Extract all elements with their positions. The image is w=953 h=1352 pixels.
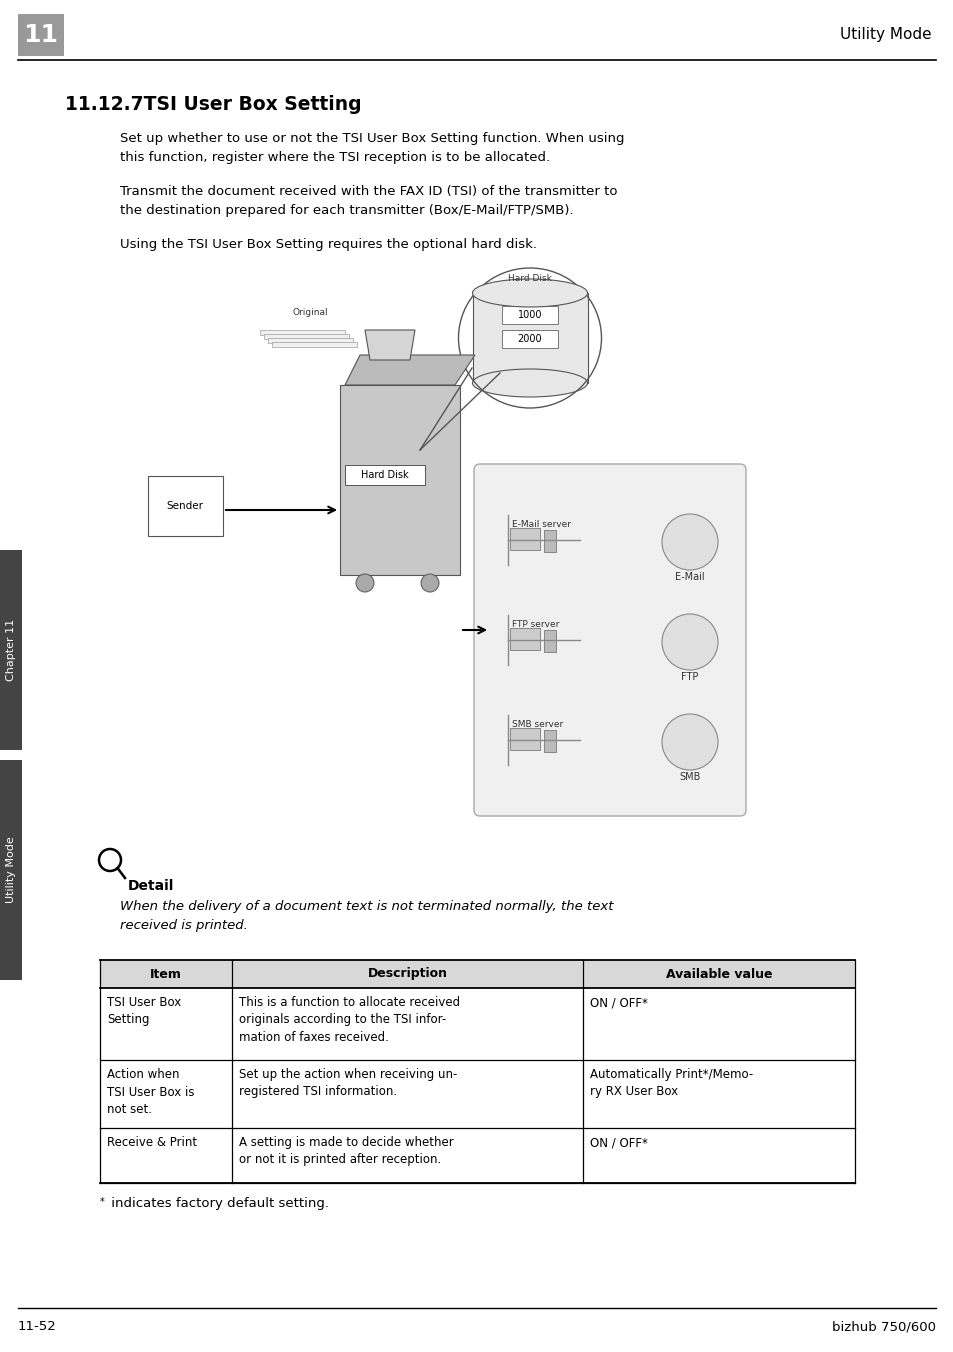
FancyBboxPatch shape [100, 1128, 854, 1183]
Text: bizhub 750/600: bizhub 750/600 [831, 1320, 935, 1333]
Text: 1000: 1000 [517, 310, 541, 320]
FancyBboxPatch shape [148, 476, 223, 535]
Text: SMB server: SMB server [512, 721, 562, 729]
Text: received is printed.: received is printed. [120, 919, 248, 932]
Text: A setting is made to decide whether
or not it is printed after reception.: A setting is made to decide whether or n… [239, 1136, 454, 1167]
Text: 11.12.7TSI User Box Setting: 11.12.7TSI User Box Setting [65, 95, 361, 114]
Circle shape [661, 514, 718, 571]
FancyBboxPatch shape [510, 727, 539, 750]
Text: the destination prepared for each transmitter (Box/E-Mail/FTP/SMB).: the destination prepared for each transm… [120, 204, 573, 218]
FancyBboxPatch shape [100, 1060, 854, 1128]
Text: SMB: SMB [679, 772, 700, 781]
FancyBboxPatch shape [473, 293, 587, 383]
Text: Original: Original [292, 308, 328, 316]
Text: When the delivery of a document text is not terminated normally, the text: When the delivery of a document text is … [120, 900, 613, 913]
FancyBboxPatch shape [264, 334, 349, 339]
Text: Set up whether to use or not the TSI User Box Setting function. When using: Set up whether to use or not the TSI Use… [120, 132, 624, 145]
FancyBboxPatch shape [0, 550, 22, 750]
Text: Using the TSI User Box Setting requires the optional hard disk.: Using the TSI User Box Setting requires … [120, 238, 537, 251]
Circle shape [661, 614, 718, 671]
Text: Set up the action when receiving un-
registered TSI information.: Set up the action when receiving un- reg… [239, 1068, 457, 1098]
Text: E-Mail: E-Mail [675, 572, 704, 581]
Text: Chapter 11: Chapter 11 [6, 619, 16, 681]
FancyBboxPatch shape [543, 530, 556, 552]
Text: Receive & Print: Receive & Print [107, 1136, 197, 1149]
FancyBboxPatch shape [100, 960, 854, 988]
FancyBboxPatch shape [501, 330, 558, 347]
Ellipse shape [472, 369, 587, 397]
Text: Utility Mode: Utility Mode [6, 837, 16, 903]
Text: Action when
TSI User Box is
not set.: Action when TSI User Box is not set. [107, 1068, 194, 1115]
Text: E-Mail server: E-Mail server [512, 521, 571, 529]
Text: 2000: 2000 [517, 334, 541, 343]
FancyBboxPatch shape [260, 330, 345, 335]
FancyBboxPatch shape [543, 730, 556, 752]
Text: Sender: Sender [167, 502, 203, 511]
Text: Automatically Print*/Memo-
ry RX User Box: Automatically Print*/Memo- ry RX User Bo… [590, 1068, 753, 1098]
FancyBboxPatch shape [501, 306, 558, 324]
Text: Item: Item [150, 968, 182, 980]
Text: this function, register where the TSI reception is to be allocated.: this function, register where the TSI re… [120, 151, 550, 164]
Text: TSI User Box
Setting: TSI User Box Setting [107, 996, 181, 1026]
FancyBboxPatch shape [510, 627, 539, 650]
Text: 11: 11 [24, 23, 58, 47]
FancyBboxPatch shape [474, 464, 745, 817]
Text: ON / OFF*: ON / OFF* [590, 1136, 647, 1149]
FancyBboxPatch shape [18, 14, 64, 55]
Text: Available value: Available value [665, 968, 772, 980]
FancyBboxPatch shape [100, 988, 854, 1060]
Polygon shape [345, 356, 475, 385]
Circle shape [420, 575, 438, 592]
Text: Description: Description [367, 968, 447, 980]
Text: 11-52: 11-52 [18, 1320, 56, 1333]
Ellipse shape [472, 279, 587, 307]
Text: Utility Mode: Utility Mode [840, 27, 931, 42]
Text: indicates factory default setting.: indicates factory default setting. [107, 1197, 329, 1210]
Text: Transmit the document received with the FAX ID (TSI) of the transmitter to: Transmit the document received with the … [120, 185, 617, 197]
Text: ON / OFF*: ON / OFF* [590, 996, 647, 1009]
FancyBboxPatch shape [272, 342, 356, 347]
FancyBboxPatch shape [345, 465, 424, 485]
Polygon shape [365, 330, 415, 360]
Text: Detail: Detail [128, 879, 174, 894]
Text: Hard Disk: Hard Disk [361, 470, 409, 480]
Text: Hard Disk: Hard Disk [508, 274, 552, 283]
Text: FTP server: FTP server [512, 621, 558, 629]
FancyBboxPatch shape [339, 385, 459, 575]
FancyBboxPatch shape [543, 630, 556, 652]
Text: This is a function to allocate received
originals according to the TSI infor-
ma: This is a function to allocate received … [239, 996, 459, 1044]
FancyBboxPatch shape [0, 760, 22, 980]
Text: *: * [100, 1197, 105, 1207]
Text: FTP: FTP [680, 672, 698, 681]
FancyBboxPatch shape [268, 338, 353, 343]
FancyBboxPatch shape [510, 529, 539, 550]
Circle shape [661, 714, 718, 771]
Circle shape [355, 575, 374, 592]
